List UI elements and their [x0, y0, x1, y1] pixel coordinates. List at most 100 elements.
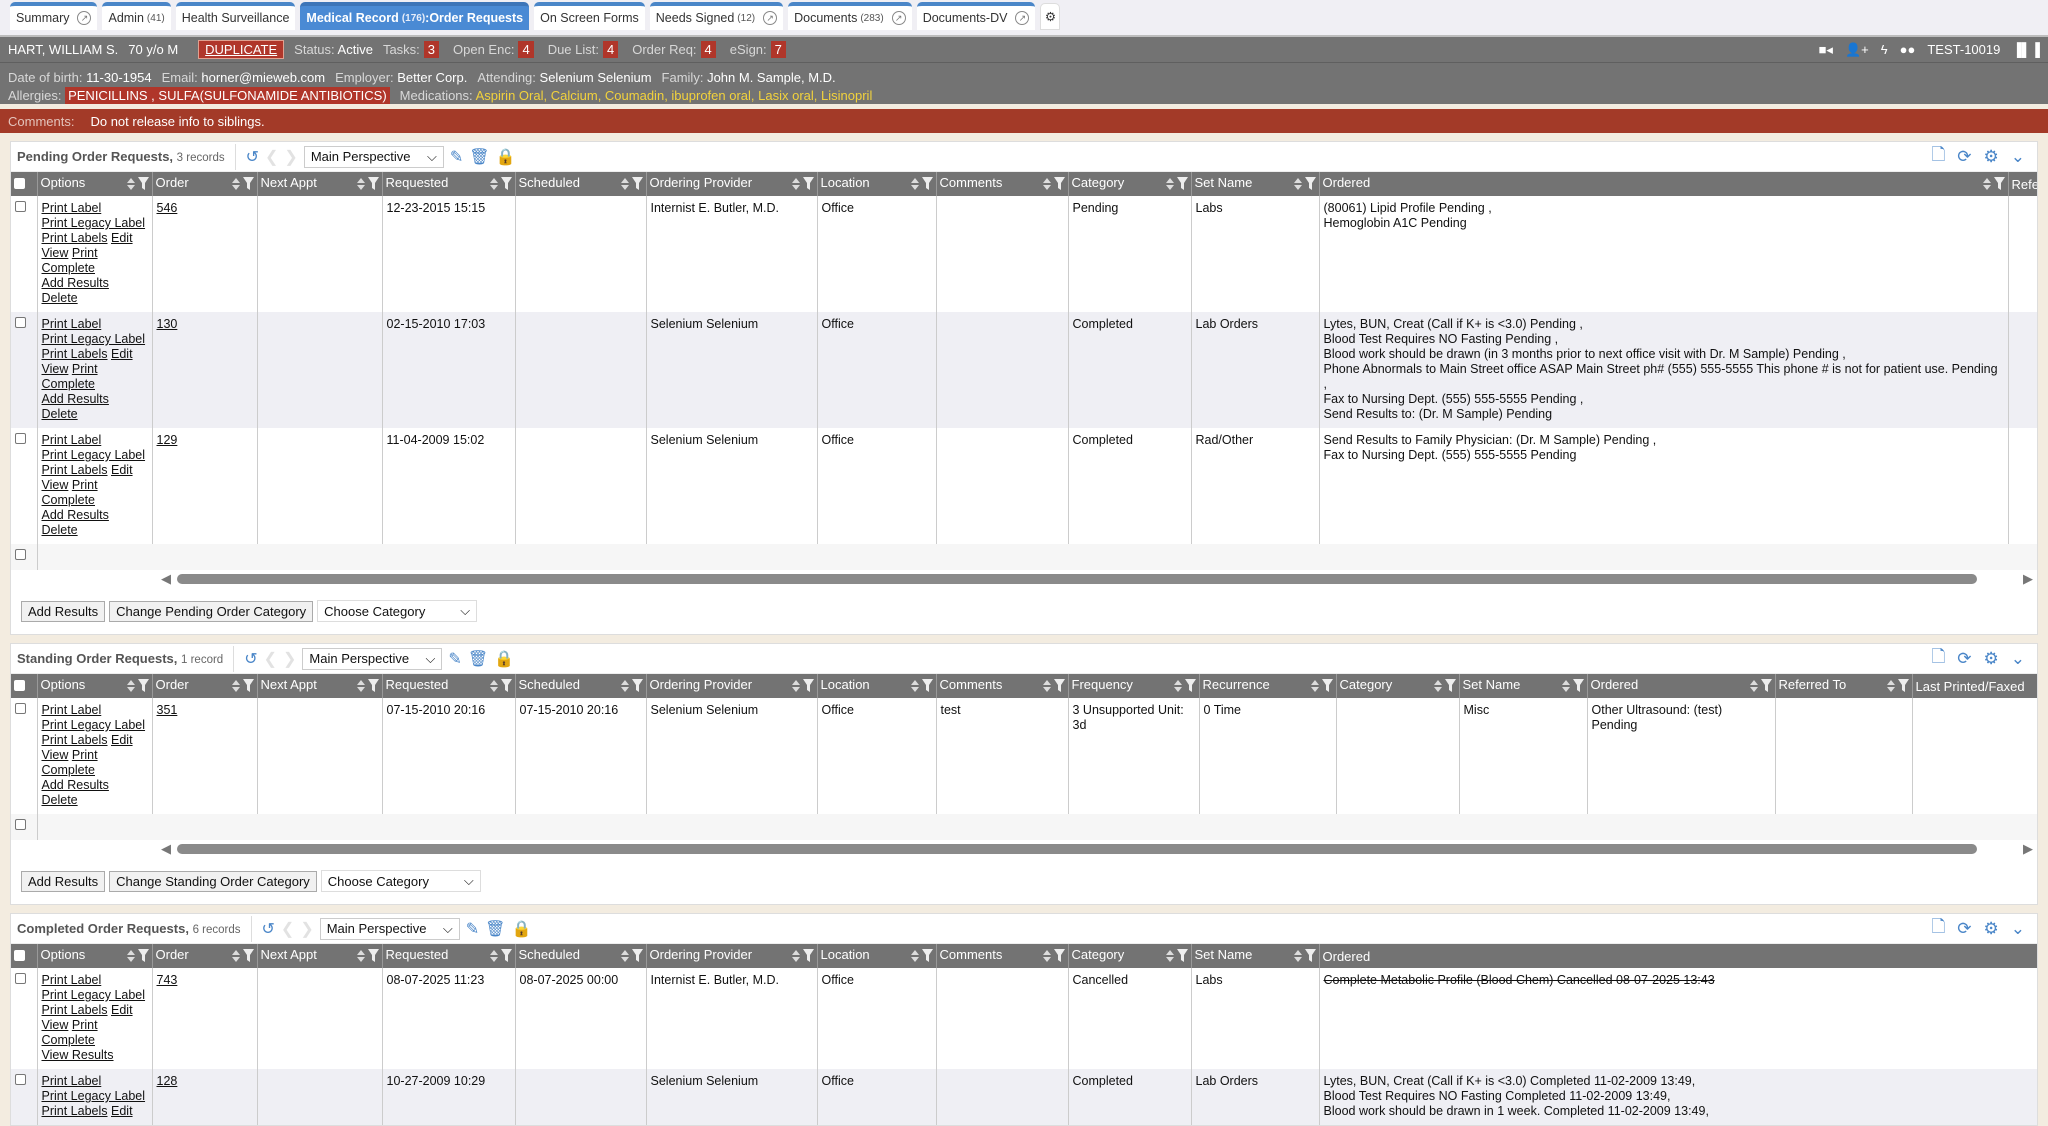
sort-icon[interactable] — [791, 949, 800, 965]
filter-icon[interactable] — [137, 679, 149, 695]
sort-icon[interactable] — [620, 949, 629, 965]
sort-icon[interactable] — [489, 679, 498, 695]
option-link-delete[interactable]: Delete — [41, 291, 78, 305]
row-checkbox[interactable] — [15, 201, 26, 212]
sort-icon[interactable] — [1561, 679, 1570, 695]
sort-icon[interactable] — [1165, 949, 1174, 965]
option-link-edit[interactable]: Edit — [111, 1104, 133, 1118]
filter-icon[interactable] — [631, 177, 643, 193]
option-link-print-legacy-label[interactable]: Print Legacy Label — [41, 448, 146, 462]
scrollbar-thumb[interactable] — [177, 844, 1977, 854]
add-results-button[interactable]: Add Results — [21, 870, 106, 892]
popout-icon[interactable]: ↗ — [891, 11, 906, 25]
option-link-print-legacy-label[interactable]: Print Legacy Label — [41, 1089, 146, 1103]
medication-link[interactable]: ibuprofen oral — [671, 87, 751, 103]
option-link-print-legacy-label[interactable]: Print Legacy Label — [41, 988, 146, 1002]
order-number-link[interactable]: 743 — [156, 973, 178, 987]
column-header-ordered[interactable]: Ordered — [1319, 172, 2009, 196]
filter-icon[interactable] — [631, 679, 643, 695]
filter-icon[interactable] — [500, 177, 512, 193]
tab-documents-dv[interactable]: Documents-DV ↗ — [916, 2, 1036, 30]
sort-icon[interactable] — [356, 679, 365, 695]
filter-icon[interactable] — [921, 949, 933, 965]
lock-icon[interactable]: 🔒 — [494, 650, 515, 668]
sort-icon[interactable] — [620, 177, 629, 193]
order-number-link[interactable]: 546 — [156, 201, 178, 215]
option-link-view[interactable]: View — [41, 362, 69, 376]
users-icon[interactable]: ●● — [1899, 42, 1916, 57]
export-document-icon[interactable]: 🗋 — [1931, 145, 1946, 164]
filter-icon[interactable] — [367, 949, 379, 965]
counter-orderreq[interactable]: Order Req: 4 — [632, 41, 716, 58]
perspective-select[interactable]: Main Perspective ⌵ — [302, 647, 443, 670]
option-link-print-legacy-label[interactable]: Print Legacy Label — [41, 216, 146, 230]
chart-icon[interactable]: ▐▌▐ — [2012, 42, 2040, 57]
option-link-print-labels[interactable]: Print Labels — [41, 1003, 108, 1017]
select-all-checkbox[interactable] — [14, 679, 25, 691]
option-link-print[interactable]: Print — [71, 362, 98, 376]
option-link-add-results[interactable]: Add Results — [41, 508, 109, 522]
popout-icon[interactable]: ↗ — [1015, 11, 1030, 25]
category-select[interactable]: Choose Category ⌵ — [320, 870, 481, 892]
filter-icon[interactable] — [1572, 679, 1584, 695]
lightning-icon[interactable]: ϟ — [1880, 42, 1888, 57]
column-header-next-appt[interactable]: Next Appt — [257, 172, 383, 196]
forward-icon[interactable]: ❯ — [300, 920, 314, 938]
option-link-print[interactable]: Print — [71, 478, 98, 492]
forward-icon[interactable]: ❯ — [283, 650, 297, 668]
sort-icon[interactable] — [791, 679, 800, 695]
filter-icon[interactable] — [921, 679, 933, 695]
column-header-category[interactable]: Category — [1336, 674, 1460, 698]
forward-icon[interactable]: ❯ — [284, 148, 298, 166]
filter-icon[interactable] — [137, 177, 149, 193]
filter-icon[interactable] — [1053, 177, 1065, 193]
filter-icon[interactable] — [500, 949, 512, 965]
column-header-ordering-provider[interactable]: Ordering Provider — [646, 172, 818, 196]
column-header-scheduled[interactable]: Scheduled — [515, 674, 647, 698]
medication-link[interactable]: Calcium — [550, 87, 598, 103]
scrollbar-thumb[interactable] — [177, 574, 1977, 584]
sort-icon[interactable] — [126, 679, 135, 695]
option-link-complete[interactable]: Complete — [41, 493, 96, 507]
medication-link[interactable]: Lisinopril — [821, 87, 873, 103]
collapse-chevron-icon[interactable]: ⌄ — [2010, 648, 2025, 668]
add-results-button[interactable]: Add Results — [21, 600, 106, 622]
option-link-print-label[interactable]: Print Label — [41, 973, 102, 987]
option-link-view[interactable]: View — [41, 246, 69, 260]
edit-pencil-icon[interactable]: ✎ — [449, 148, 464, 166]
option-link-complete[interactable]: Complete — [41, 377, 96, 391]
sort-icon[interactable] — [126, 177, 135, 193]
option-link-complete[interactable]: Complete — [41, 1033, 96, 1047]
option-link-print-labels[interactable]: Print Labels — [41, 347, 108, 361]
column-header-options[interactable]: Options — [37, 944, 153, 968]
edit-pencil-icon[interactable]: ✎ — [448, 650, 462, 668]
settings-gear-icon[interactable]: ⚙ — [1983, 918, 1999, 938]
filter-icon[interactable] — [1184, 679, 1196, 695]
trash-icon[interactable]: 🗑 — [467, 650, 489, 668]
scroll-left-icon[interactable]: ◀ — [161, 571, 171, 586]
trash-icon[interactable]: 🗑 — [485, 920, 506, 938]
filter-icon[interactable] — [367, 177, 379, 193]
option-link-view-results[interactable]: View Results — [41, 1048, 114, 1062]
refresh-icon[interactable]: ⟳ — [1957, 648, 1972, 668]
collapse-chevron-icon[interactable]: ⌄ — [2010, 146, 2025, 166]
sort-icon[interactable] — [231, 679, 240, 695]
option-link-print-label[interactable]: Print Label — [41, 201, 102, 215]
sort-icon[interactable] — [1886, 679, 1895, 695]
medication-link[interactable]: Aspirin Oral — [475, 87, 544, 103]
column-header-location[interactable]: Location — [817, 674, 937, 698]
filter-icon[interactable] — [1176, 177, 1188, 193]
refresh-icon[interactable]: ⟳ — [1957, 146, 1972, 166]
filter-icon[interactable] — [1176, 949, 1188, 965]
option-link-print-label[interactable]: Print Label — [41, 433, 102, 447]
option-link-delete[interactable]: Delete — [41, 523, 78, 537]
option-link-edit[interactable]: Edit — [111, 733, 133, 747]
change-pending-order-category-button[interactable]: Change Pending Order Category — [109, 600, 314, 622]
row-checkbox[interactable] — [15, 317, 26, 328]
column-header-order[interactable]: Order — [152, 674, 258, 698]
popout-icon[interactable]: ↗ — [77, 11, 92, 25]
sort-icon[interactable] — [1293, 949, 1302, 965]
column-header-order[interactable]: Order — [152, 172, 258, 196]
select-all-checkbox[interactable] — [14, 949, 25, 961]
filter-icon[interactable] — [242, 949, 254, 965]
